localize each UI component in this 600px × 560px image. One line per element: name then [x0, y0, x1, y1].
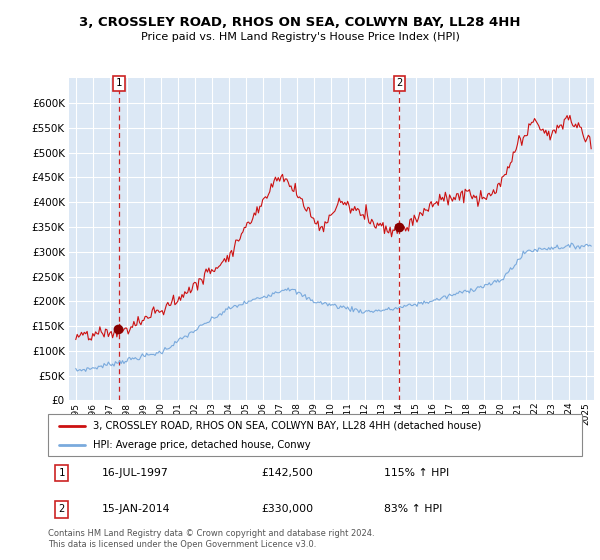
- Text: 2: 2: [58, 505, 64, 515]
- Text: 1: 1: [58, 468, 64, 478]
- Text: £142,500: £142,500: [262, 468, 313, 478]
- Text: 83% ↑ HPI: 83% ↑ HPI: [385, 505, 443, 515]
- Text: £330,000: £330,000: [262, 505, 314, 515]
- Text: 15-JAN-2014: 15-JAN-2014: [101, 505, 170, 515]
- Text: Contains HM Land Registry data © Crown copyright and database right 2024.
This d: Contains HM Land Registry data © Crown c…: [48, 529, 374, 549]
- Text: 2: 2: [396, 78, 403, 88]
- Text: 3, CROSSLEY ROAD, RHOS ON SEA, COLWYN BAY, LL28 4HH: 3, CROSSLEY ROAD, RHOS ON SEA, COLWYN BA…: [79, 16, 521, 29]
- FancyBboxPatch shape: [48, 414, 582, 456]
- Text: HPI: Average price, detached house, Conwy: HPI: Average price, detached house, Conw…: [94, 440, 311, 450]
- Text: 16-JUL-1997: 16-JUL-1997: [101, 468, 168, 478]
- Text: 3, CROSSLEY ROAD, RHOS ON SEA, COLWYN BAY, LL28 4HH (detached house): 3, CROSSLEY ROAD, RHOS ON SEA, COLWYN BA…: [94, 421, 482, 431]
- Text: 115% ↑ HPI: 115% ↑ HPI: [385, 468, 449, 478]
- Text: 1: 1: [116, 78, 122, 88]
- Text: Price paid vs. HM Land Registry's House Price Index (HPI): Price paid vs. HM Land Registry's House …: [140, 32, 460, 43]
